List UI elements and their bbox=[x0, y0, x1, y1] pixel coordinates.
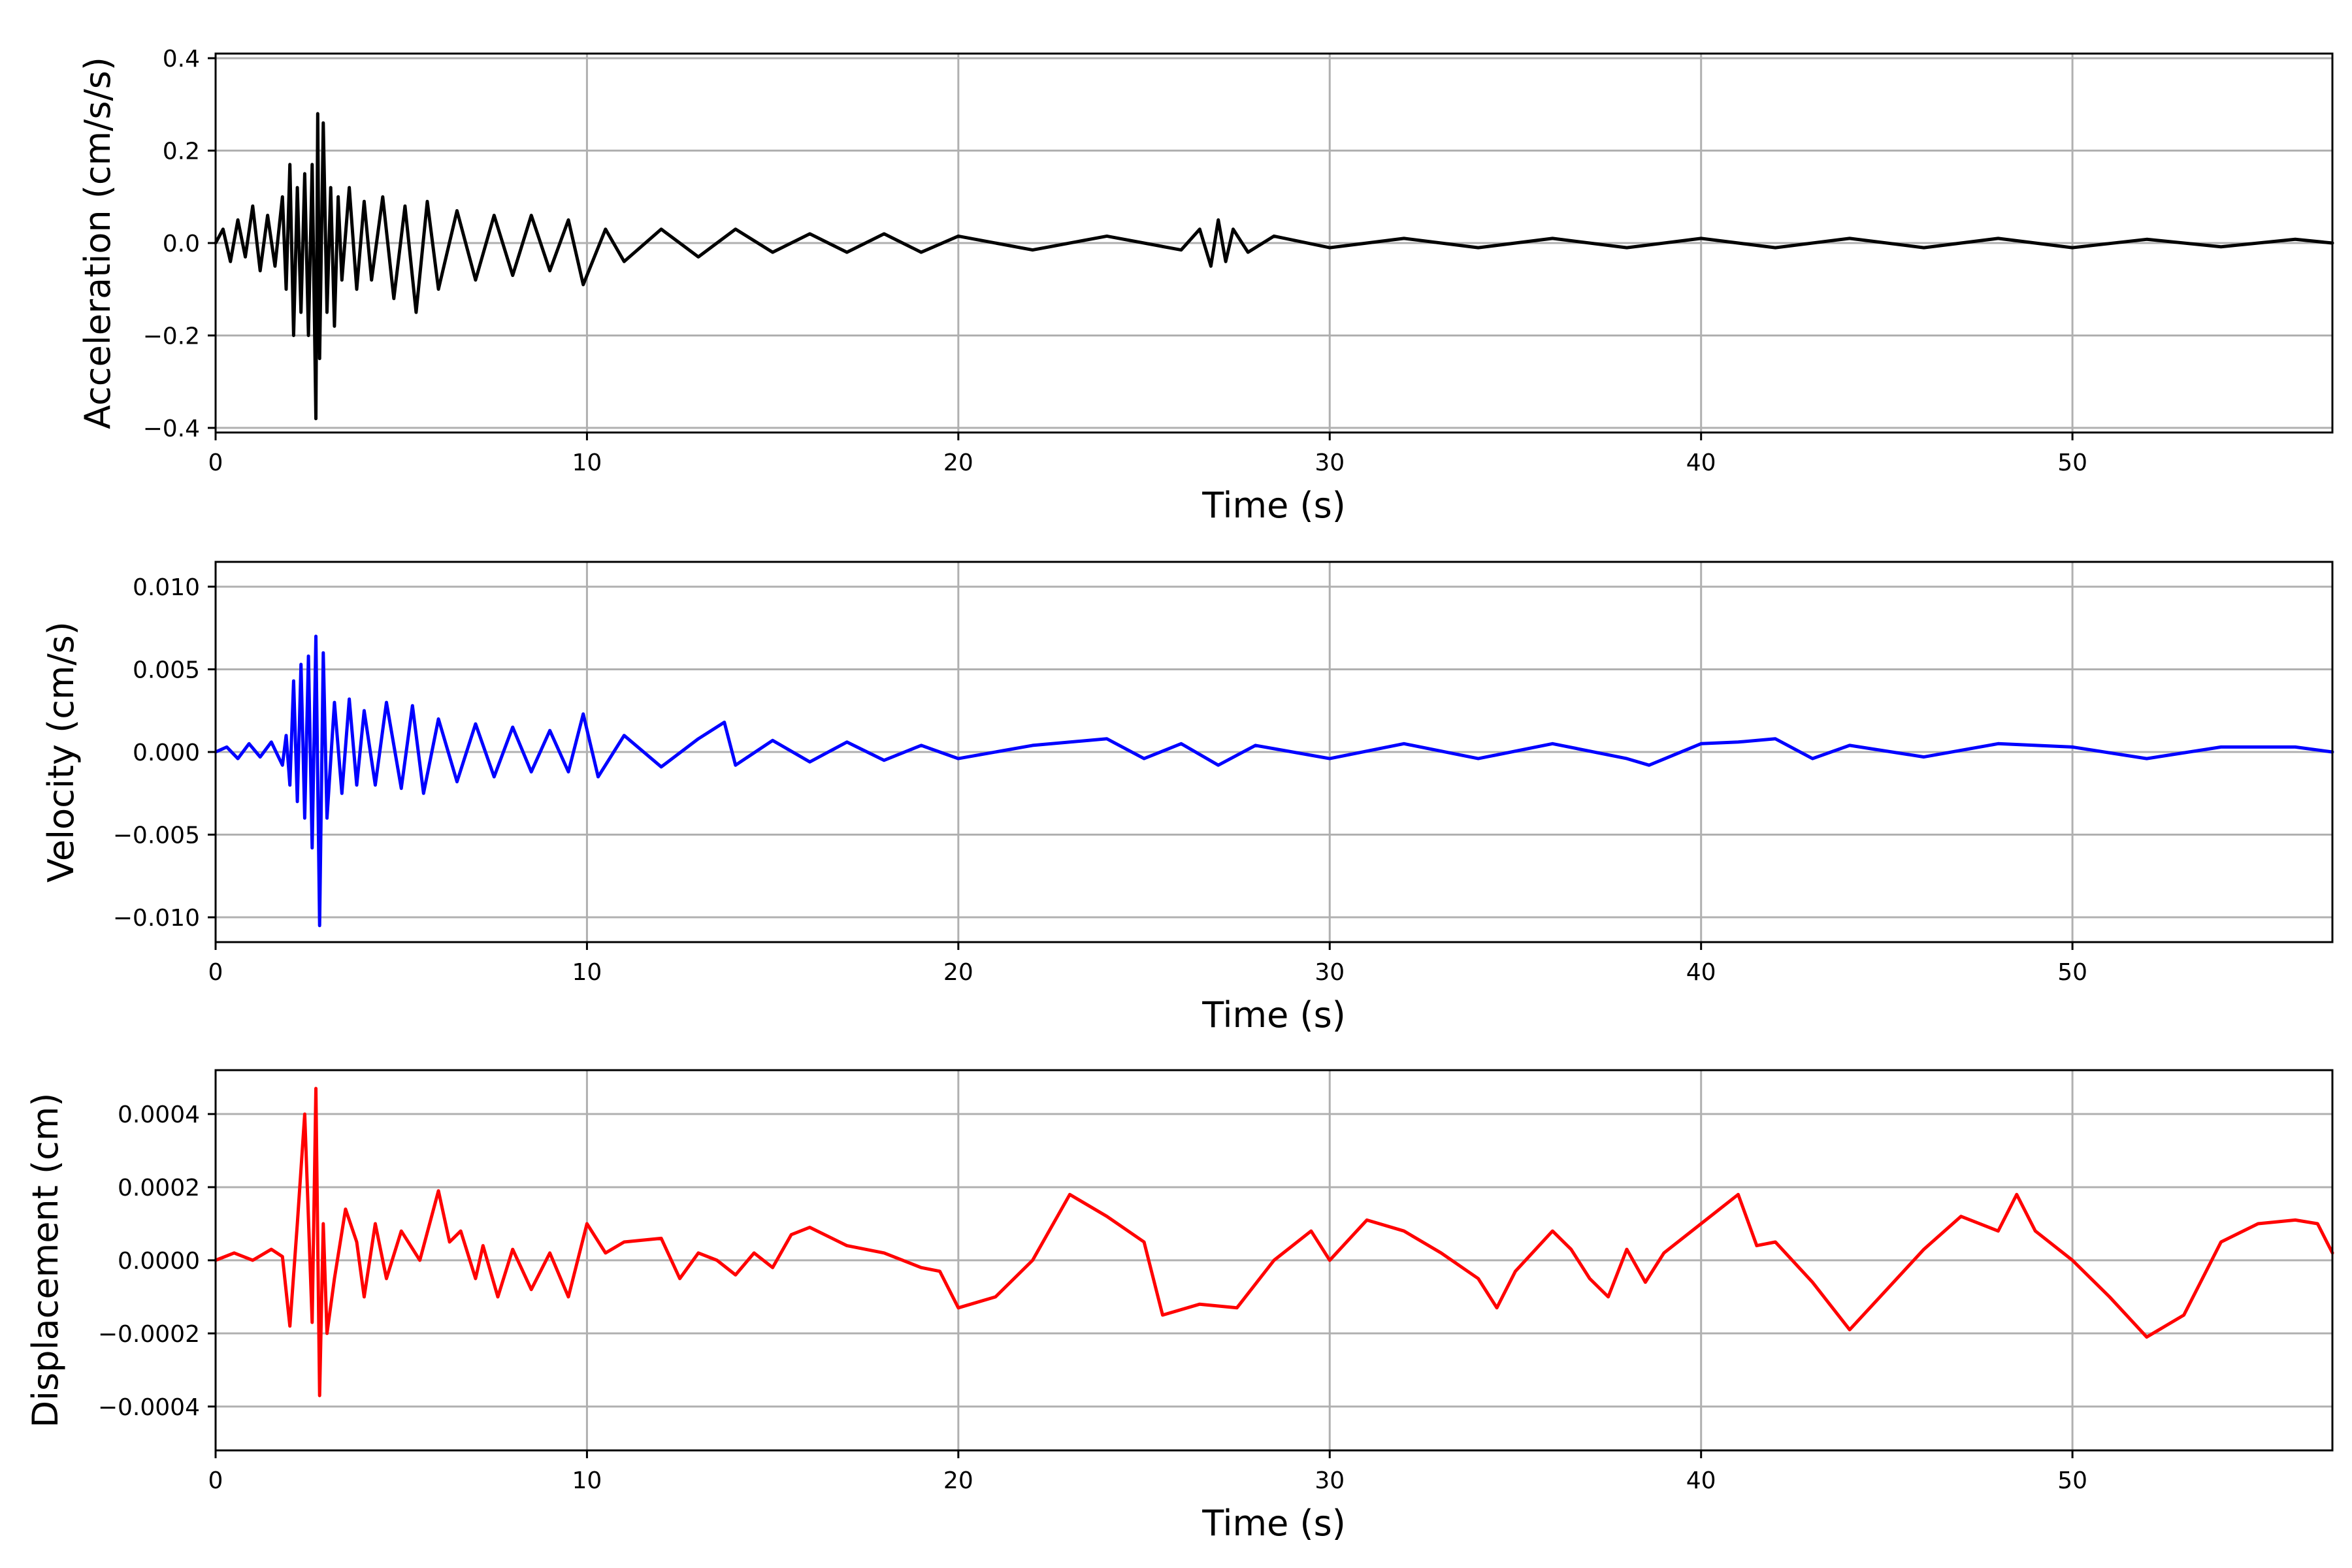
acceleration-series-line bbox=[214, 112, 2334, 421]
y-tick-label: 0.000 bbox=[133, 740, 200, 766]
y-axis-label: Acceleration (cm/s/s) bbox=[77, 57, 118, 429]
y-tick-label: −0.005 bbox=[113, 823, 200, 849]
x-tick-label: 10 bbox=[572, 959, 602, 986]
y-axis-label: Displacement (cm) bbox=[25, 1093, 66, 1428]
x-tick-label: 30 bbox=[1315, 1467, 1345, 1494]
x-tick-label: 50 bbox=[2057, 959, 2087, 986]
y-tick-label: −0.0002 bbox=[98, 1321, 200, 1348]
x-tick-label: 50 bbox=[2057, 449, 2087, 476]
x-tick-label: 40 bbox=[1686, 449, 1716, 476]
x-tick-label: 10 bbox=[572, 449, 602, 476]
x-axis-label: Time (s) bbox=[1201, 1503, 1346, 1544]
x-tick-label: 20 bbox=[943, 959, 973, 986]
panel-displacement: 0 10 20 30 40 50 −0.0004 −0.0002 0.0000 0.0002 0.0… bbox=[25, 1069, 2334, 1544]
velocity-series-line bbox=[214, 634, 2334, 928]
y-tick-label: −0.010 bbox=[113, 905, 200, 932]
x-tick-label: 30 bbox=[1315, 449, 1345, 476]
displacement-series-line bbox=[214, 1086, 2334, 1397]
y-tick-label: −0.4 bbox=[143, 416, 200, 442]
x-tick-label: 20 bbox=[943, 1467, 973, 1494]
y-tick-label: 0.2 bbox=[163, 139, 200, 165]
y-tick-label: 0.4 bbox=[163, 46, 200, 73]
x-tick-label: 0 bbox=[208, 959, 223, 986]
x-axis-label: Time (s) bbox=[1201, 485, 1346, 526]
x-tick-label: 50 bbox=[2057, 1467, 2087, 1494]
y-axis-label: Velocity (cm/s) bbox=[41, 621, 82, 883]
x-tick-label: 0 bbox=[208, 1467, 223, 1494]
y-tick-label: −0.0004 bbox=[98, 1394, 200, 1421]
y-tick-label: 0.0000 bbox=[118, 1248, 200, 1275]
x-tick-label: 10 bbox=[572, 1467, 602, 1494]
y-tick-label: 0.005 bbox=[133, 657, 200, 683]
panel-velocity: 0 10 20 30 40 50 −0.010 −0.005 0.000 0.005 0.010 Ti… bbox=[41, 561, 2334, 1036]
y-tick-label: 0.010 bbox=[133, 574, 200, 601]
panel-acceleration: 0 10 20 30 40 50 −0.4 −0.2 0.0 0.2 0.4 Time (s) Acce… bbox=[77, 46, 2334, 526]
y-tick-label: 0.0004 bbox=[118, 1102, 200, 1128]
x-tick-label: 40 bbox=[1686, 1467, 1716, 1494]
y-tick-label: 0.0 bbox=[163, 231, 200, 257]
y-tick-label: 0.0002 bbox=[118, 1175, 200, 1201]
x-tick-label: 40 bbox=[1686, 959, 1716, 986]
x-tick-label: 30 bbox=[1315, 959, 1345, 986]
x-tick-label: 0 bbox=[208, 449, 223, 476]
x-tick-label: 20 bbox=[943, 449, 973, 476]
x-axis-label: Time (s) bbox=[1201, 994, 1346, 1036]
y-tick-label: −0.2 bbox=[143, 323, 200, 350]
